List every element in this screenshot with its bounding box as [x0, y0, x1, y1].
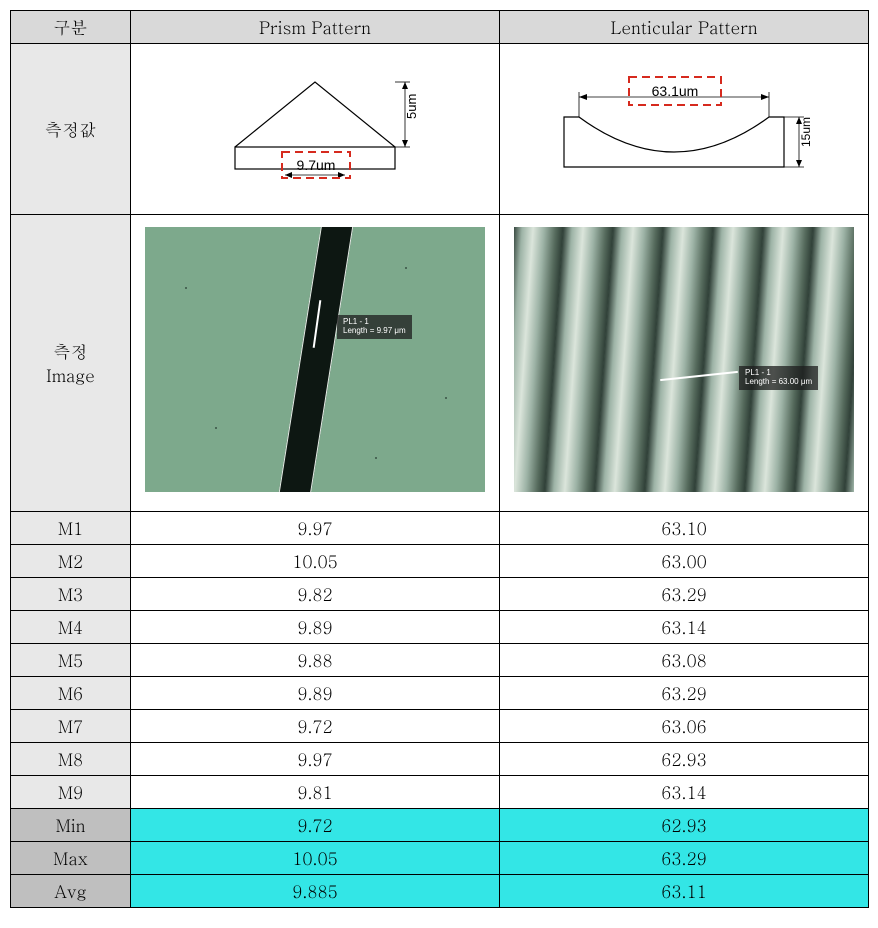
prism-diagram-icon: 5um 9.7um: [190, 67, 440, 187]
row-label: M9: [11, 776, 131, 809]
lenticular-value: 63.29: [500, 677, 869, 710]
lenticular-stat: 63.11: [500, 875, 869, 908]
lenticular-value: 63.14: [500, 776, 869, 809]
row-label: M8: [11, 743, 131, 776]
table-row: M49.8963.14: [11, 611, 869, 644]
table-row: M99.8163.14: [11, 776, 869, 809]
header-col2: Prism Pattern: [131, 11, 500, 44]
table-row: M19.9763.10: [11, 512, 869, 545]
lenticular-value: 63.00: [500, 545, 869, 578]
prism-value: 9.89: [131, 677, 500, 710]
row-label: M3: [11, 578, 131, 611]
row-label: M6: [11, 677, 131, 710]
pattern-table: 구분 Prism Pattern Lenticular Pattern 측정값 …: [10, 10, 869, 908]
lenticular-value: 63.08: [500, 644, 869, 677]
table-row: M89.9762.93: [11, 743, 869, 776]
lent-height-text: 15um: [799, 116, 813, 146]
prism-microscope-image: PL1 - 1 Length = 9.97 μm: [145, 227, 485, 492]
table-row: M210.0563.00: [11, 545, 869, 578]
measured-row: 측정값 5um: [11, 44, 869, 215]
table-row: M69.8963.29: [11, 677, 869, 710]
prism-diagram-cell: 5um 9.7um: [131, 44, 500, 215]
prism-value: 9.81: [131, 776, 500, 809]
lent-width-text: 63.1um: [652, 83, 699, 99]
table-row: M59.8863.08: [11, 644, 869, 677]
lenticular-value: 62.93: [500, 743, 869, 776]
table-row: M79.7263.06: [11, 710, 869, 743]
row-label: M5: [11, 644, 131, 677]
stat-row: Avg9.88563.11: [11, 875, 869, 908]
image-label: 측정 Image: [11, 215, 131, 512]
prism-value: 9.88: [131, 644, 500, 677]
prism-stat: 9.72: [131, 809, 500, 842]
lenticular-overlay-label: PL1 - 1 Length = 63.00 μm: [739, 366, 818, 390]
table-row: M39.8263.29: [11, 578, 869, 611]
stat-label: Max: [11, 842, 131, 875]
lenticular-value: 63.29: [500, 578, 869, 611]
lenticular-diagram-cell: 63.1um 15um: [500, 44, 869, 215]
lenticular-microscope-image: PL1 - 1 Length = 63.00 μm: [514, 227, 854, 492]
image-row: 측정 Image PL1 - 1 Length = 9.97 μm: [11, 215, 869, 512]
row-label: M7: [11, 710, 131, 743]
prism-stat: 10.05: [131, 842, 500, 875]
prism-width-text: 9.7um: [297, 157, 336, 173]
stat-row: Min9.7262.93: [11, 809, 869, 842]
row-label: M1: [11, 512, 131, 545]
stat-row: Max10.0563.29: [11, 842, 869, 875]
stat-label: Min: [11, 809, 131, 842]
prism-value: 9.89: [131, 611, 500, 644]
header-row: 구분 Prism Pattern Lenticular Pattern: [11, 11, 869, 44]
lenticular-value: 63.10: [500, 512, 869, 545]
prism-value: 10.05: [131, 545, 500, 578]
lenticular-value: 63.14: [500, 611, 869, 644]
prism-value: 9.97: [131, 743, 500, 776]
prism-value: 9.97: [131, 512, 500, 545]
lenticular-value: 63.06: [500, 710, 869, 743]
prism-image-cell: PL1 - 1 Length = 9.97 μm: [131, 215, 500, 512]
lenticular-image-cell: PL1 - 1 Length = 63.00 μm: [500, 215, 869, 512]
prism-value: 9.72: [131, 710, 500, 743]
lenticular-stat: 63.29: [500, 842, 869, 875]
header-col1: 구분: [11, 11, 131, 44]
prism-height-text: 5um: [404, 93, 419, 118]
lenticular-stat: 62.93: [500, 809, 869, 842]
measured-label: 측정값: [11, 44, 131, 215]
header-col3: Lenticular Pattern: [500, 11, 869, 44]
prism-value: 9.82: [131, 578, 500, 611]
lenticular-diagram-icon: 63.1um 15um: [524, 67, 844, 187]
prism-overlay-label: PL1 - 1 Length = 9.97 μm: [337, 315, 412, 339]
row-label: M4: [11, 611, 131, 644]
row-label: M2: [11, 545, 131, 578]
stat-label: Avg: [11, 875, 131, 908]
prism-stat: 9.885: [131, 875, 500, 908]
